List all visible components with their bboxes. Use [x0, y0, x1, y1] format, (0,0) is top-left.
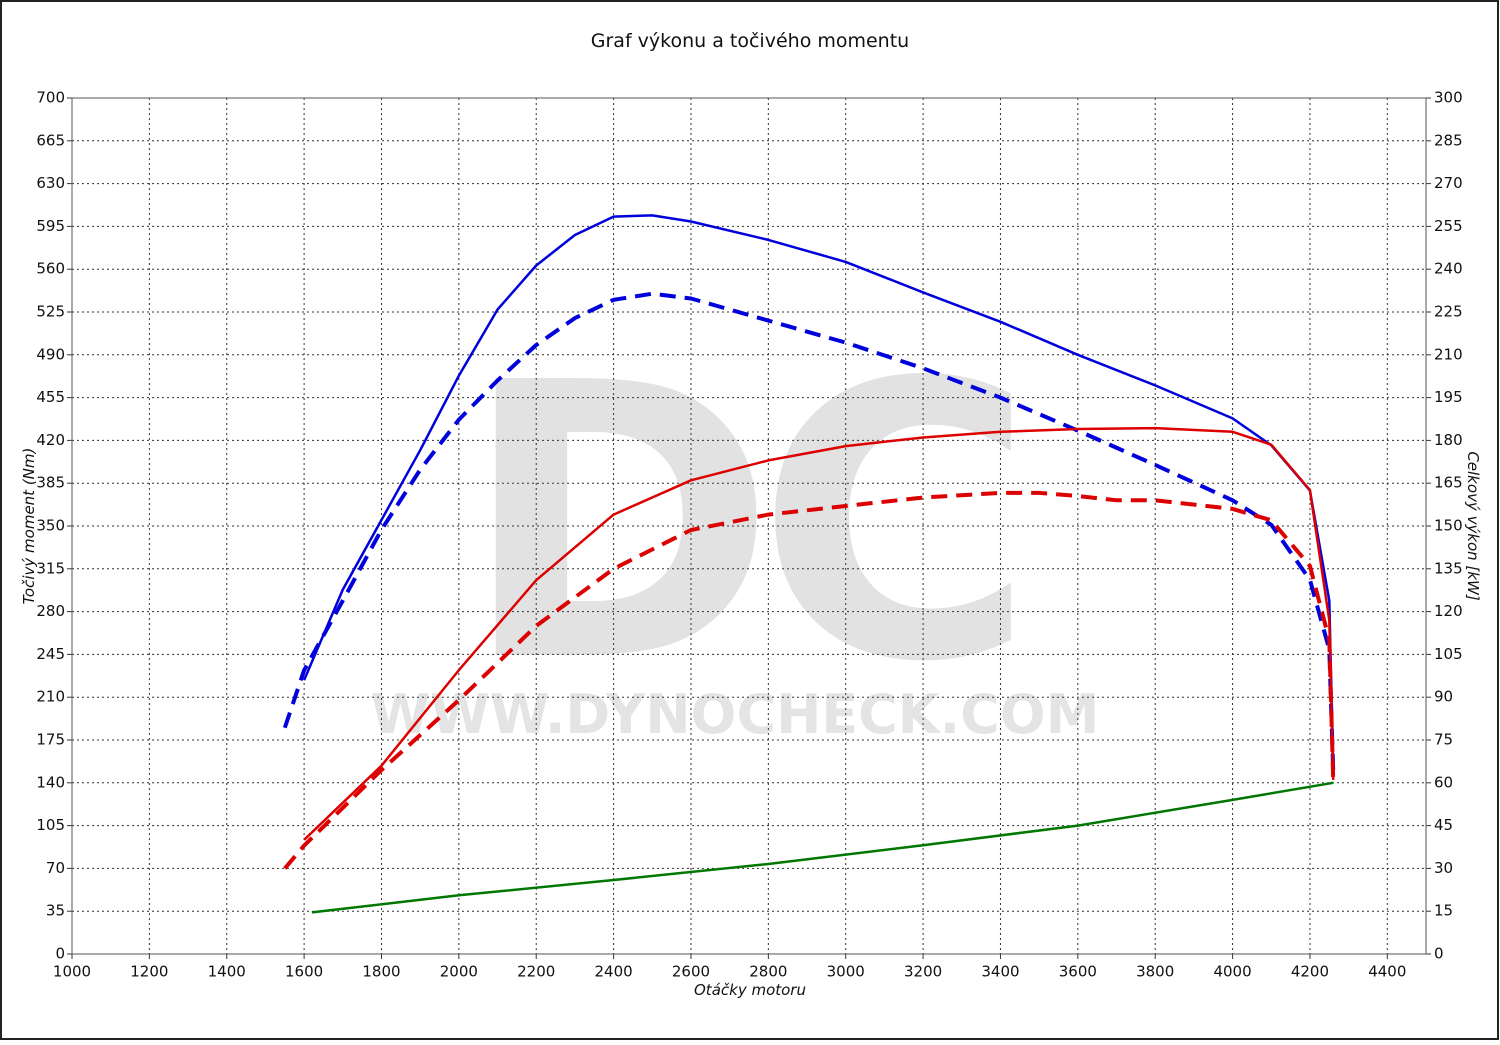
series-line: [282, 291, 1336, 771]
y-tick-label: 420: [36, 431, 65, 449]
y-tick-label: 560: [36, 260, 65, 278]
y-tick-label: 595: [36, 217, 65, 235]
y2-tick-label: 15: [1434, 902, 1453, 920]
y-tick-label: 245: [36, 645, 65, 663]
y-tick-label: 105: [36, 816, 65, 834]
y-tick-label: 490: [36, 345, 65, 363]
y-tick-label: 140: [36, 773, 65, 791]
y2-tick-label: 285: [1434, 131, 1463, 149]
y2-tick-label: 75: [1434, 731, 1453, 749]
y-tick-label: 280: [36, 602, 65, 620]
x-tick-label: 1600: [285, 963, 323, 981]
x-tick-label: 3600: [1059, 963, 1097, 981]
y2-tick-label: 30: [1434, 859, 1453, 877]
y2-tick-label: 45: [1434, 816, 1453, 834]
y2-tick-label: 120: [1434, 602, 1463, 620]
series-line: [311, 781, 1334, 914]
series-line: [302, 214, 1335, 771]
x-tick-label: 3200: [904, 963, 942, 981]
watermark-logo: DC: [461, 302, 1015, 745]
y2-tick-label: 255: [1434, 217, 1463, 235]
y2-tick-label: 300: [1434, 89, 1463, 107]
y2-tick-label: 210: [1434, 345, 1463, 363]
series-line: [283, 490, 1336, 870]
y-tick-label: 350: [36, 517, 65, 535]
chart-title: Graf výkonu a točivého momentu: [591, 30, 909, 52]
x-tick-label: 3400: [981, 963, 1019, 981]
x-tick-label: 1800: [362, 963, 400, 981]
y2-tick-label: 270: [1434, 174, 1463, 192]
y-tick-label: 0: [55, 945, 65, 963]
y-tick-label: 70: [46, 859, 65, 877]
x-tick-label: 2800: [749, 963, 787, 981]
y-tick-label: 175: [36, 731, 65, 749]
x-tick-label: 1200: [130, 963, 168, 981]
y2-tick-label: 90: [1434, 688, 1453, 706]
y2-tick-label: 0: [1434, 945, 1444, 963]
y-tick-label: 700: [36, 89, 65, 107]
y2-tick-label: 150: [1434, 517, 1463, 535]
x-tick-label: 3000: [827, 963, 865, 981]
y2-axis-label: Celkový výkon [kW]: [1464, 451, 1482, 601]
y-axis-label: Točivý moment (Nm): [20, 448, 38, 605]
x-tick-label: 3800: [1136, 963, 1174, 981]
x-tick-label: 2200: [517, 963, 555, 981]
x-tick-label: 4200: [1291, 963, 1329, 981]
y2-tick-label: 60: [1434, 773, 1453, 791]
y2-tick-label: 240: [1434, 260, 1463, 278]
y-tick-label: 665: [36, 131, 65, 149]
y2-tick-label: 105: [1434, 645, 1463, 663]
y-tick-label: 630: [36, 174, 65, 192]
y-tick-label: 210: [36, 688, 65, 706]
y2-tick-label: 165: [1434, 474, 1463, 492]
y2-tick-label: 135: [1434, 559, 1463, 577]
x-tick-label: 4000: [1213, 963, 1251, 981]
x-tick-label: 2600: [672, 963, 710, 981]
y2-tick-label: 180: [1434, 431, 1463, 449]
x-tick-label: 1000: [53, 963, 91, 981]
y-tick-label: 455: [36, 388, 65, 406]
watermark-url: WWW.DYNOCHECK.COM: [371, 683, 1100, 746]
x-axis-label: Otáčky motoru: [694, 981, 806, 999]
plot-border: [71, 97, 1427, 955]
x-tick-label: 4400: [1368, 963, 1406, 981]
x-tick-label: 1400: [208, 963, 246, 981]
y-tick-label: 385: [36, 474, 65, 492]
y-tick-label: 35: [46, 902, 65, 920]
y2-tick-label: 225: [1434, 303, 1463, 321]
y-tick-label: 315: [36, 559, 65, 577]
x-tick-label: 2000: [440, 963, 478, 981]
x-tick-label: 2400: [595, 963, 633, 981]
y2-tick-label: 195: [1434, 388, 1463, 406]
series-line: [303, 426, 1335, 841]
y-tick-label: 525: [36, 303, 65, 321]
